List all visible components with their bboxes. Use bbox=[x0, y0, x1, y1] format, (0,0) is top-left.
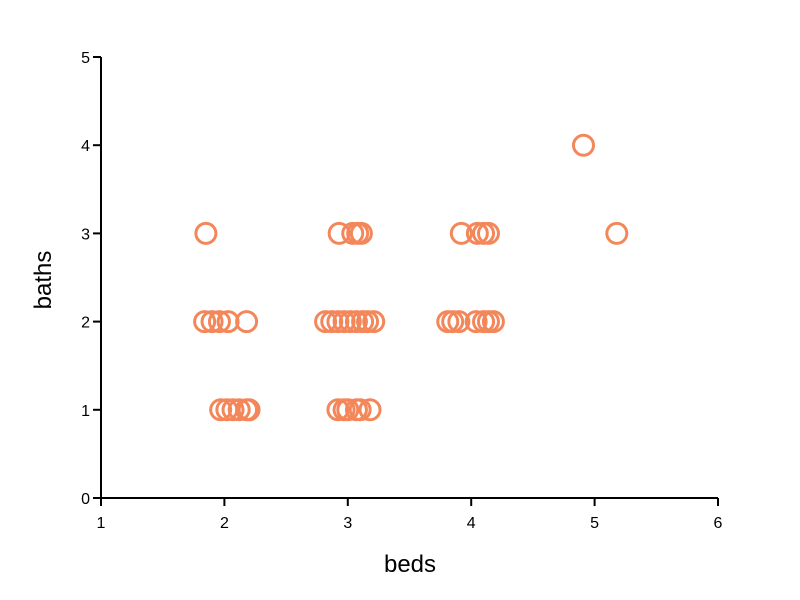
data-point bbox=[481, 310, 505, 334]
x-axis-title: beds bbox=[384, 551, 436, 578]
data-point bbox=[449, 221, 473, 245]
data-point bbox=[237, 398, 261, 422]
data-point bbox=[356, 310, 380, 334]
data-point bbox=[447, 310, 471, 334]
data-point bbox=[221, 398, 245, 422]
data-point bbox=[349, 221, 373, 245]
x-tick-label: 1 bbox=[97, 515, 106, 532]
data-point bbox=[336, 398, 360, 422]
x-tick-label: 3 bbox=[343, 515, 352, 532]
data-point bbox=[200, 310, 224, 334]
data-point bbox=[358, 398, 382, 422]
data-point bbox=[605, 221, 629, 245]
data-point bbox=[571, 133, 595, 157]
x-tick-label: 6 bbox=[714, 515, 723, 532]
y-axis-title: baths bbox=[30, 251, 57, 310]
y-tick-label: 1 bbox=[81, 403, 90, 420]
data-point bbox=[227, 398, 251, 422]
data-point bbox=[362, 310, 386, 334]
data-point bbox=[207, 310, 231, 334]
data-point bbox=[441, 310, 465, 334]
y-tick-label: 3 bbox=[81, 226, 90, 243]
data-point bbox=[476, 221, 500, 245]
data-point bbox=[235, 310, 259, 334]
data-points bbox=[193, 133, 629, 422]
data-point bbox=[465, 221, 489, 245]
data-point bbox=[338, 310, 362, 334]
y-tick-label: 4 bbox=[81, 138, 90, 155]
x-tick-label: 4 bbox=[467, 515, 476, 532]
data-point bbox=[348, 398, 372, 422]
x-tick-label: 2 bbox=[220, 515, 229, 532]
data-point bbox=[464, 310, 488, 334]
x-tick-label: 5 bbox=[590, 515, 599, 532]
y-tick-label: 2 bbox=[81, 315, 90, 332]
data-point bbox=[344, 310, 368, 334]
data-point bbox=[193, 310, 217, 334]
y-tick-label: 0 bbox=[81, 491, 90, 508]
y-tick-label: 5 bbox=[81, 50, 90, 67]
data-point bbox=[194, 221, 218, 245]
